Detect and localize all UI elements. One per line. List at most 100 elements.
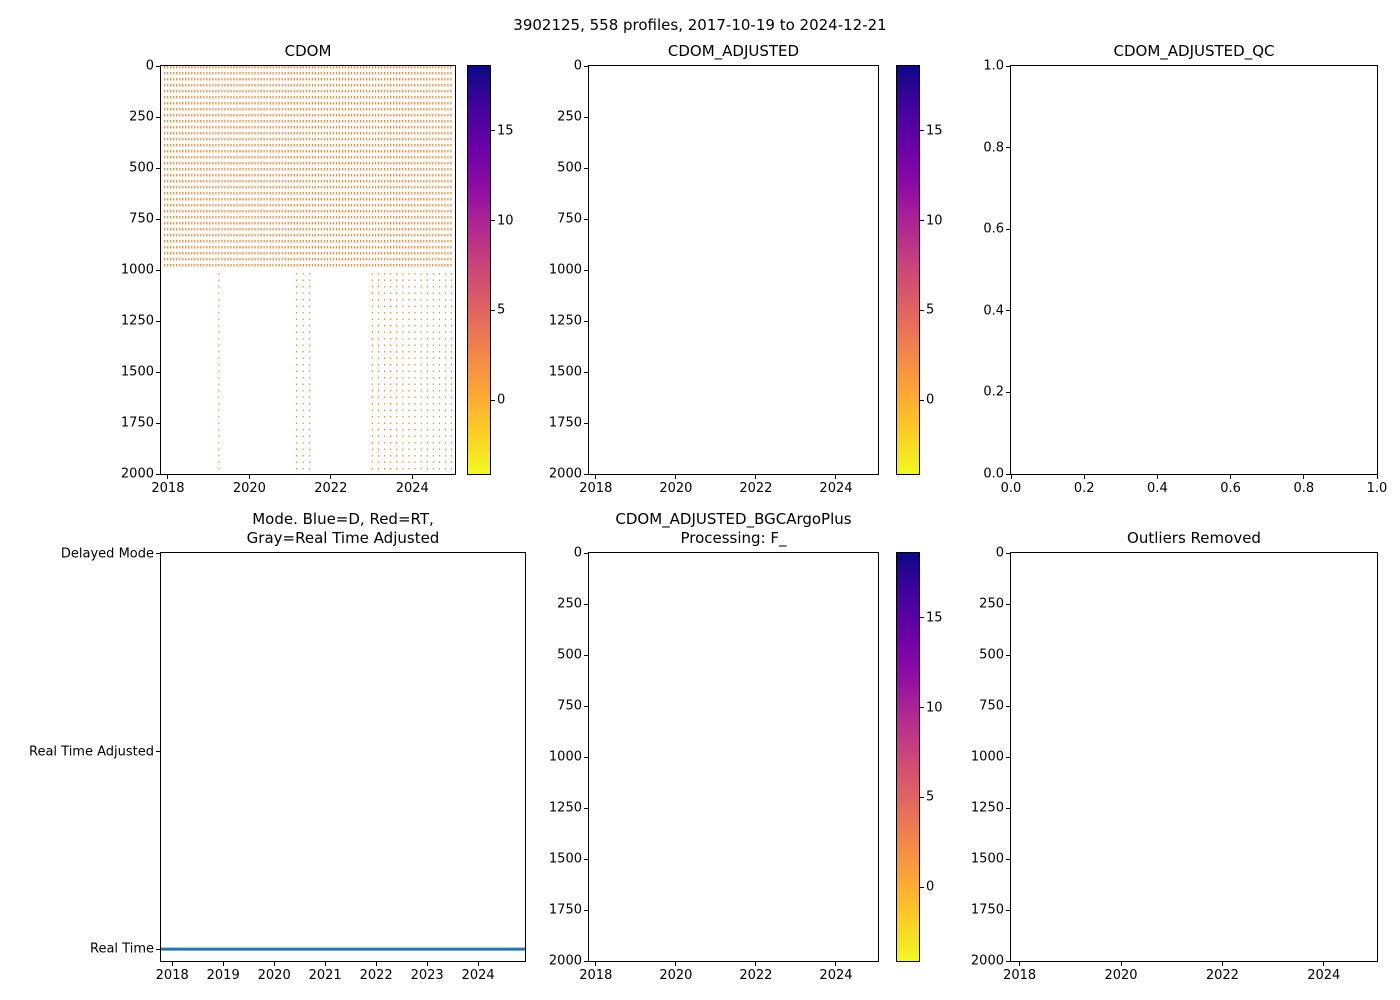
y-tick-mark bbox=[1006, 705, 1010, 707]
y-tick-label: 750 bbox=[557, 698, 582, 714]
colorbar-tick-label: 5 bbox=[926, 789, 935, 805]
x-tick-mark bbox=[1019, 962, 1021, 966]
x-tick-label: 2018 bbox=[155, 968, 189, 983]
x-tick-label: 2020 bbox=[659, 481, 693, 496]
y-tick-label: 1000 bbox=[548, 262, 582, 278]
y-tick-mark bbox=[584, 167, 588, 169]
y-tick-mark bbox=[1006, 909, 1010, 911]
y-tick-label: 1500 bbox=[548, 851, 582, 867]
colorbar-tick-label: 15 bbox=[497, 123, 514, 139]
x-tick-mark bbox=[324, 962, 326, 966]
y-tick-label: 500 bbox=[557, 647, 582, 663]
cdom-adjusted-qc-plot: CDOM_ADJUSTED_QC 0.0 0.2 0.4 0.6 0.8 1.0 0.0 0.… bbox=[983, 42, 1387, 496]
bgc-argo-plus-plot: CDOM_ADJUSTED_BGCArgoPlus Processing: F_… bbox=[549, 510, 879, 983]
y-tick-label: 1500 bbox=[970, 851, 1004, 867]
colorbar-tick-mark bbox=[491, 130, 495, 132]
y-tick-label: 1250 bbox=[548, 800, 582, 816]
colorbar-tick-label: 0 bbox=[926, 879, 935, 895]
x-tick-label: 2022 bbox=[359, 968, 393, 983]
x-tick-label: 2019 bbox=[206, 968, 240, 983]
y-tick-mark bbox=[156, 116, 160, 118]
outliers-removed-plot-title: Outliers Removed bbox=[1127, 528, 1261, 547]
y-tick-label: 1750 bbox=[548, 415, 582, 431]
y-tick-mark bbox=[1006, 960, 1010, 962]
x-tick-mark bbox=[595, 475, 597, 479]
y-tick-label: 750 bbox=[557, 211, 582, 227]
x-tick-label: 0.6 bbox=[1220, 481, 1241, 496]
x-tick-label: 2020 bbox=[1104, 968, 1138, 983]
x-tick-label: 2024 bbox=[461, 968, 495, 983]
y-tick-label: 1250 bbox=[548, 313, 582, 329]
y-tick-label: 1500 bbox=[548, 364, 582, 380]
colorbar-tick-label: 10 bbox=[926, 213, 943, 229]
x-tick-mark bbox=[375, 962, 377, 966]
y-tick-label: 250 bbox=[979, 596, 1004, 612]
colorbar-tick-mark bbox=[920, 796, 924, 798]
y-tick-mark bbox=[156, 269, 160, 271]
colorbar-tick-mark bbox=[491, 309, 495, 311]
y-tick-label: Real Time Adjusted bbox=[29, 744, 154, 760]
y-tick-mark bbox=[156, 320, 160, 322]
y-tick-mark bbox=[584, 269, 588, 271]
x-tick-label: 2018 bbox=[151, 481, 185, 496]
x-tick-mark bbox=[248, 475, 250, 479]
y-tick-label: 2000 bbox=[120, 466, 154, 482]
colorbar-tick-mark bbox=[491, 220, 495, 222]
y-tick-label: 0 bbox=[573, 58, 582, 74]
y-tick-mark bbox=[156, 218, 160, 220]
x-tick-mark bbox=[1221, 962, 1223, 966]
y-tick-label: 1750 bbox=[120, 415, 154, 431]
cdom-plot: CDOM 2018 2020 2022 2024 0 250 500 750 1000 1250 1… bbox=[121, 42, 456, 496]
y-tick-label: Delayed Mode bbox=[60, 546, 154, 562]
y-tick-label: 1000 bbox=[970, 749, 1004, 765]
x-tick-mark bbox=[477, 962, 479, 966]
x-tick-label: 2022 bbox=[1205, 968, 1239, 983]
cdom-colorbar: 0 5 10 15 bbox=[467, 65, 514, 475]
x-tick-mark bbox=[411, 475, 413, 479]
y-tick-mark bbox=[156, 948, 160, 950]
x-tick-mark bbox=[222, 962, 224, 966]
colorbar-tick-mark bbox=[920, 399, 924, 401]
y-tick-mark bbox=[584, 654, 588, 656]
y-tick-mark bbox=[584, 807, 588, 809]
cdom-adjusted-plot-title: CDOM_ADJUSTED bbox=[667, 41, 800, 60]
y-tick-label: 0.0 bbox=[983, 466, 1004, 482]
x-tick-mark bbox=[273, 962, 275, 966]
y-tick-label: 1250 bbox=[120, 313, 154, 329]
x-tick-mark bbox=[755, 475, 757, 479]
y-tick-label: 0 bbox=[995, 545, 1004, 561]
y-tick-label: 750 bbox=[979, 698, 1004, 714]
cdom-adjusted-plot: CDOM_ADJUSTED 2018 2020 2022 2024 0 250 500 750… bbox=[549, 42, 879, 496]
x-tick-label: 2018 bbox=[1003, 968, 1037, 983]
x-tick-mark bbox=[330, 475, 332, 479]
y-tick-mark bbox=[1006, 552, 1010, 554]
y-tick-mark bbox=[1006, 807, 1010, 809]
cdom-plot-title: CDOM bbox=[284, 41, 332, 60]
x-tick-label: 2024 bbox=[819, 481, 853, 496]
bgc-plot-marks bbox=[589, 553, 878, 961]
colorbar-tick-label: 5 bbox=[497, 302, 506, 318]
y-tick-mark bbox=[1006, 756, 1010, 758]
adjusted-plot-marks bbox=[589, 66, 878, 474]
x-tick-mark bbox=[675, 962, 677, 966]
colorbar-tick-mark bbox=[920, 886, 924, 888]
x-tick-label: 2021 bbox=[308, 968, 342, 983]
mode-plot-marks bbox=[161, 947, 525, 951]
y-tick-label: 500 bbox=[129, 160, 154, 176]
y-tick-mark bbox=[156, 473, 160, 475]
y-tick-mark bbox=[1006, 473, 1010, 475]
colorbar-tick-mark bbox=[920, 220, 924, 222]
y-tick-mark bbox=[584, 320, 588, 322]
y-tick-mark bbox=[1006, 147, 1010, 149]
x-tick-label: 2020 bbox=[232, 481, 266, 496]
colorbar-tick-mark bbox=[920, 617, 924, 619]
y-tick-label: Real Time bbox=[90, 941, 154, 957]
x-tick-label: 0.4 bbox=[1147, 481, 1168, 496]
y-tick-mark bbox=[584, 65, 588, 67]
colorbar-tick-mark bbox=[491, 399, 495, 401]
y-tick-mark bbox=[1006, 391, 1010, 393]
x-tick-mark bbox=[426, 962, 428, 966]
y-tick-label: 1000 bbox=[548, 749, 582, 765]
y-tick-label: 0.2 bbox=[983, 384, 1004, 400]
